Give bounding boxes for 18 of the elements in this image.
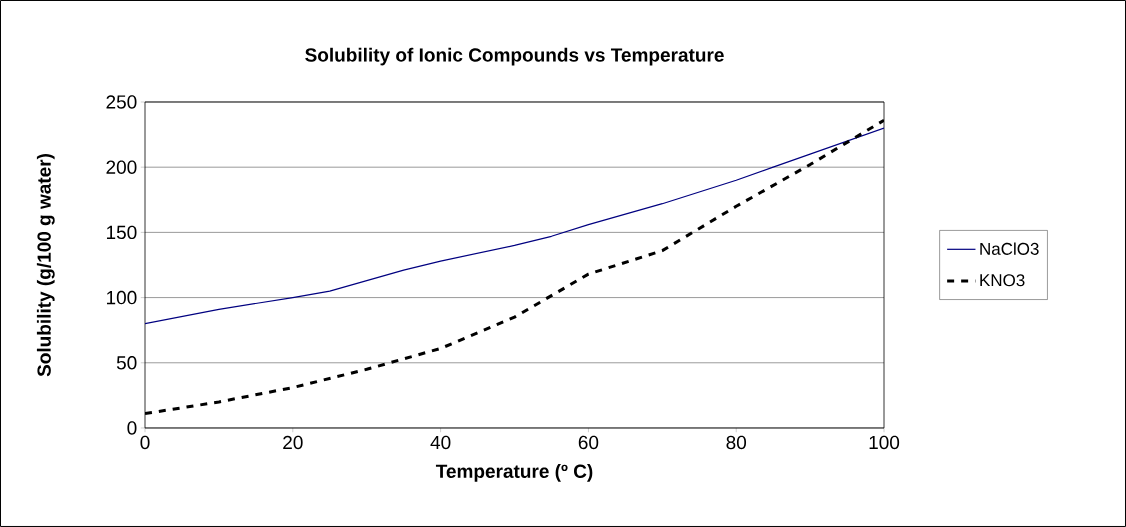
legend-label: NaClO3 xyxy=(980,242,1039,255)
chart-title: Solubility of Ionic Compounds vs Temperature xyxy=(305,47,724,66)
y-axis-title: Solubility (g/100 g water) xyxy=(36,154,55,377)
x-axis-title: Temperature (º C) xyxy=(435,464,593,482)
y-tick-label: 250 xyxy=(106,95,137,109)
x-tick-label: 40 xyxy=(430,435,451,450)
legend-label: KNO3 xyxy=(980,274,1025,287)
x-tick-label: 80 xyxy=(726,435,747,450)
x-tick-label: 60 xyxy=(578,435,599,450)
line-series xyxy=(145,127,885,325)
y-tick-label: 0 xyxy=(127,421,137,435)
x-tick-label: 100 xyxy=(869,435,900,450)
x-tick-label: 20 xyxy=(283,435,303,450)
y-tick-label: 100 xyxy=(106,290,137,305)
y-tick-label: 200 xyxy=(106,160,137,174)
x-tick-label: 0 xyxy=(140,435,150,450)
y-tick-label: 50 xyxy=(116,356,137,370)
y-tick-label: 150 xyxy=(106,225,137,240)
